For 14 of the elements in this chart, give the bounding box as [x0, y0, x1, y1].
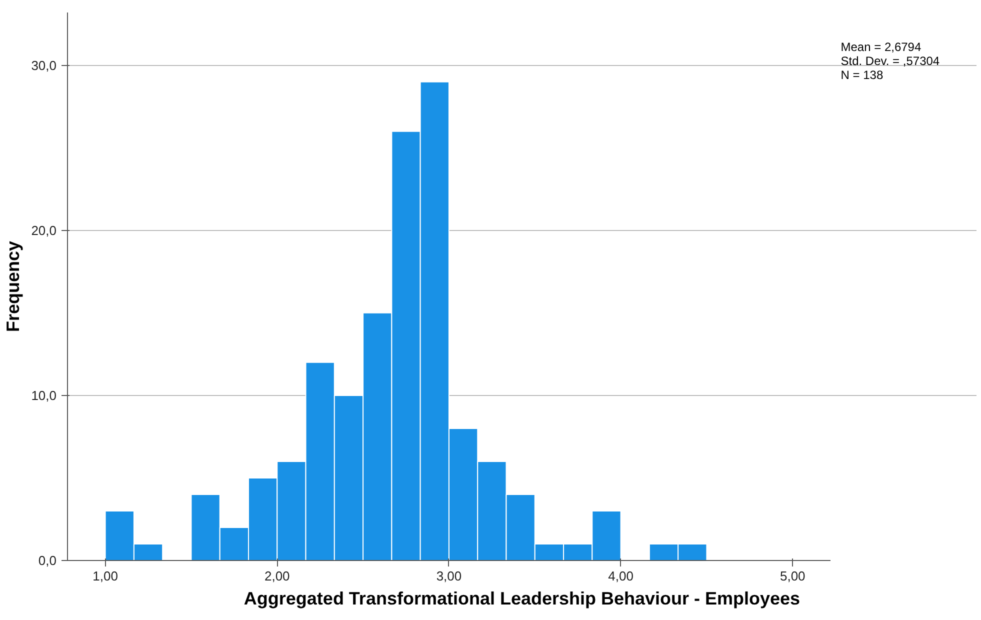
text: Mean = 2,6794: [840, 40, 922, 54]
y-tick-label: 0,0: [38, 553, 57, 568]
x-axis-title: Aggregated Transformational Leadership Behaviour - Employees: [244, 588, 800, 608]
y-tick-label: 30,0: [31, 58, 57, 73]
y-axis-title: Frequency: [3, 240, 24, 332]
x-tick-label: 1,00: [92, 568, 118, 584]
x-tick-label: 5,00: [780, 568, 806, 584]
x-tick-label: 3,00: [436, 568, 462, 584]
y-tick-label: 20,0: [31, 222, 57, 238]
text: N = 138: [840, 68, 884, 82]
x-tick-label: 4,00: [608, 568, 634, 584]
text: Std. Dev. = ,57304: [840, 54, 940, 68]
y-tick-label: 10,0: [31, 388, 57, 403]
x-tick-label: 2,00: [264, 568, 290, 584]
